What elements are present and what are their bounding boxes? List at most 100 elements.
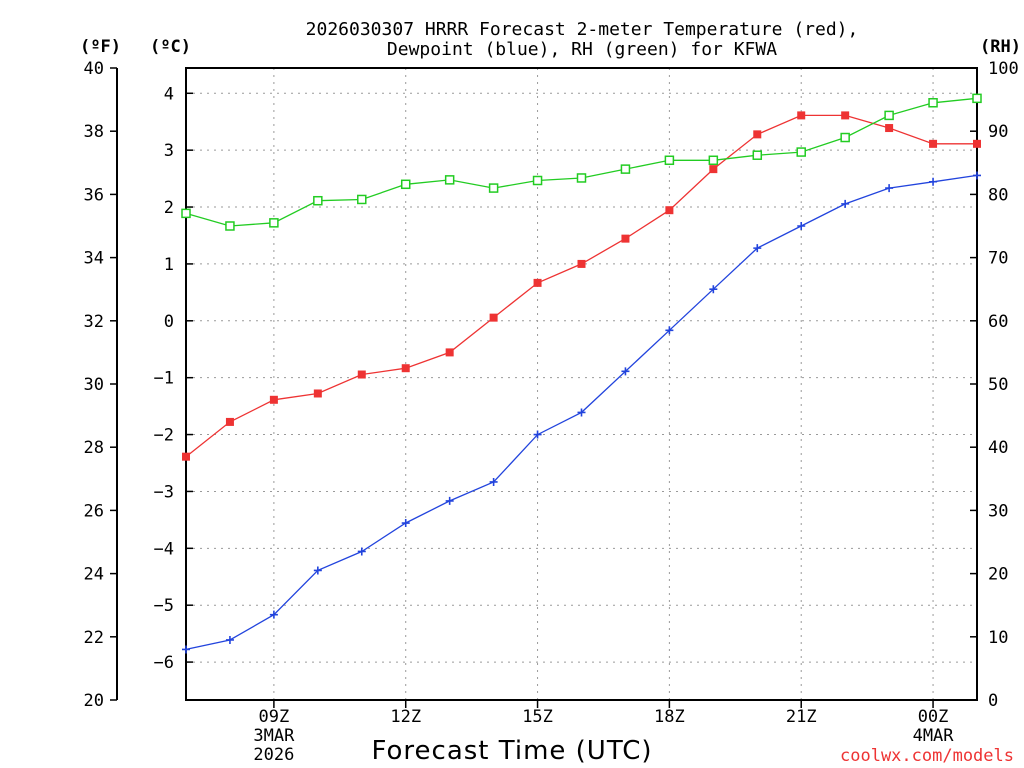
2-meter-temperature-point xyxy=(401,364,410,373)
rh-point xyxy=(576,173,587,183)
rh-tick-label: 90 xyxy=(988,122,1008,142)
rh-point xyxy=(620,164,631,174)
rh-tick-label: 20 xyxy=(988,565,1008,585)
x-tick-date: 4MAR xyxy=(913,726,955,746)
rh-point xyxy=(225,221,235,231)
rh-point xyxy=(708,155,719,166)
celsius-tick-label: 4 xyxy=(164,84,174,104)
fahrenheit-tick-label: 34 xyxy=(84,249,104,269)
series-2-meter-temperature xyxy=(182,111,981,461)
chart-title-line1: 2026030307 HRRR Forecast 2-meter Tempera… xyxy=(306,19,859,40)
2-meter-temperature-point xyxy=(445,348,454,357)
x-tick-year: 2026 xyxy=(253,745,294,765)
rh-point xyxy=(400,179,411,190)
2-meter-temperature-point xyxy=(357,370,366,379)
dewpoint-point xyxy=(225,635,234,644)
2-meter-temperature-point xyxy=(182,452,190,461)
rh-point xyxy=(928,98,938,108)
rh-point xyxy=(357,194,367,205)
x-tick-label: 21Z xyxy=(786,707,817,727)
2-meter-temperature-point xyxy=(577,259,586,268)
2-meter-temperature-point xyxy=(797,111,806,120)
celsius-tick-label: −4 xyxy=(154,539,174,559)
fahrenheit-tick-label: 26 xyxy=(84,501,104,521)
celsius-tick-label: −6 xyxy=(154,653,174,673)
rh-tick-label: 10 xyxy=(988,628,1008,648)
rh-point xyxy=(444,175,455,185)
fahrenheit-tick-label: 38 xyxy=(84,122,104,142)
rh-tick-label: 80 xyxy=(988,185,1008,205)
rh-tick-label: 100 xyxy=(988,59,1019,79)
2-meter-temperature-point xyxy=(313,389,322,398)
fahrenheit-tick-label: 36 xyxy=(84,185,104,205)
rh-tick-label: 0 xyxy=(988,691,998,711)
2-meter-temperature-point xyxy=(269,395,278,404)
x-tick-label: 12Z xyxy=(390,707,421,727)
series-rh xyxy=(181,93,982,231)
rh-point xyxy=(313,195,323,206)
dewpoint-point xyxy=(929,177,938,186)
dewpoint-point xyxy=(269,610,278,619)
dewpoint-point xyxy=(182,645,190,654)
celsius-tick-label: −2 xyxy=(154,426,174,446)
dewpoint-point xyxy=(357,547,366,556)
x-tick-label: 09Z xyxy=(259,707,290,727)
rh-point xyxy=(532,175,543,186)
rh-point xyxy=(181,208,191,219)
x-tick-label: 15Z xyxy=(522,707,553,727)
2-meter-temperature-point xyxy=(533,278,542,287)
celsius-tick-label: −3 xyxy=(154,482,174,502)
2-meter-temperature-point xyxy=(753,130,762,139)
celsius-tick-label: 0 xyxy=(164,312,174,332)
2-meter-temperature-point xyxy=(885,124,894,133)
dewpoint-point xyxy=(313,566,322,575)
dewpoint-point xyxy=(577,408,586,417)
2-meter-temperature-point xyxy=(841,111,850,120)
fahrenheit-tick-label: 20 xyxy=(84,691,104,711)
celsius-tick-label: 2 xyxy=(164,198,174,218)
rh-point xyxy=(752,150,763,160)
celsius-tick-label: −1 xyxy=(154,369,174,389)
x-axis-label: Forecast Time (UTC) xyxy=(371,736,652,766)
fahrenheit-tick-label: 40 xyxy=(84,59,104,79)
dewpoint-point xyxy=(797,222,806,230)
dewpoint-point xyxy=(973,171,981,180)
dewpoint-point xyxy=(401,519,410,528)
dewpoint-point xyxy=(709,285,718,294)
x-tick-label: 18Z xyxy=(654,707,685,727)
2-meter-temperature-point xyxy=(489,313,498,322)
rh-point xyxy=(664,155,675,166)
plot-frame xyxy=(185,67,978,701)
dewpoint-point xyxy=(445,496,454,505)
fahrenheit-tick-label: 30 xyxy=(84,375,104,395)
gridlines xyxy=(186,68,977,700)
fahrenheit-tick-label: 32 xyxy=(84,312,104,332)
celsius-unit-label: (ºC) xyxy=(150,37,191,57)
rh-unit-label: (RH) xyxy=(980,37,1021,57)
chart-title-line2: Dewpoint (blue), RH (green) for KFWA xyxy=(387,39,777,60)
2-meter-temperature-point xyxy=(225,417,234,426)
2-meter-temperature-point xyxy=(929,139,938,148)
rh-tick-label: 50 xyxy=(988,375,1008,395)
2-meter-temperature-point xyxy=(709,165,718,174)
fahrenheit-tick-label: 22 xyxy=(84,628,104,648)
rh-point xyxy=(840,132,850,143)
rh-tick-label: 60 xyxy=(988,312,1008,332)
dewpoint-point xyxy=(621,367,630,376)
dewpoint-point xyxy=(753,244,762,253)
rh-tick-label: 70 xyxy=(988,249,1008,269)
dewpoint-point xyxy=(665,326,674,335)
rh-tick-label: 30 xyxy=(988,501,1008,521)
celsius-tick-label: 1 xyxy=(164,255,174,275)
dewpoint-point xyxy=(533,430,542,439)
credit-text: coolwx.com/models xyxy=(840,746,1014,766)
rh-point xyxy=(488,183,499,193)
rh-point xyxy=(269,218,279,228)
fahrenheit-tick-label: 24 xyxy=(84,565,104,585)
rh-tick-label: 40 xyxy=(988,438,1008,458)
2-meter-temperature-point xyxy=(973,139,981,148)
celsius-tick-label: −5 xyxy=(154,596,174,616)
2-meter-temperature-point xyxy=(621,234,630,243)
